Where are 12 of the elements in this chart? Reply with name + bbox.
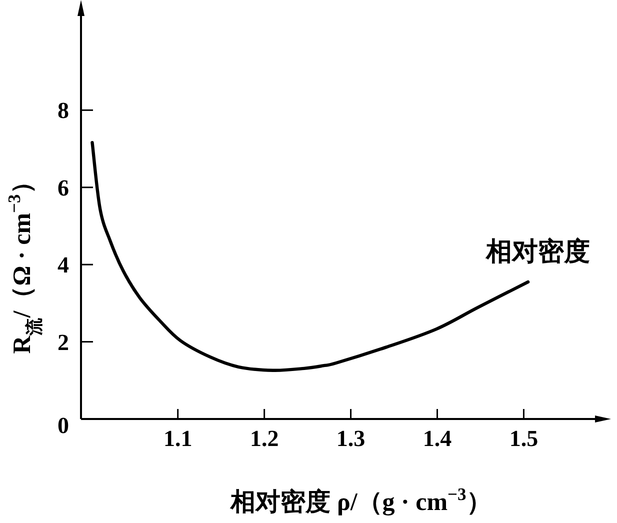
- x-tick-label: 1.2: [250, 426, 279, 451]
- series-label: 相对密度: [485, 236, 590, 266]
- x-tick-label: 1.1: [163, 426, 192, 451]
- y-tick-label: 0: [58, 413, 69, 438]
- x-axis-title: 相对密度 ρ/（g · cm$^{−3}$）: [230, 484, 492, 516]
- y-tick-label: 2: [58, 330, 69, 355]
- y-tick-label: 6: [58, 175, 69, 200]
- x-tick-label: 1.5: [509, 426, 538, 451]
- y-tick-label: 4: [58, 252, 70, 278]
- y-tick-label: 8: [58, 98, 69, 124]
- x-tick-label: 1.3: [336, 426, 366, 451]
- x-tick-label: 1.4: [422, 426, 452, 451]
